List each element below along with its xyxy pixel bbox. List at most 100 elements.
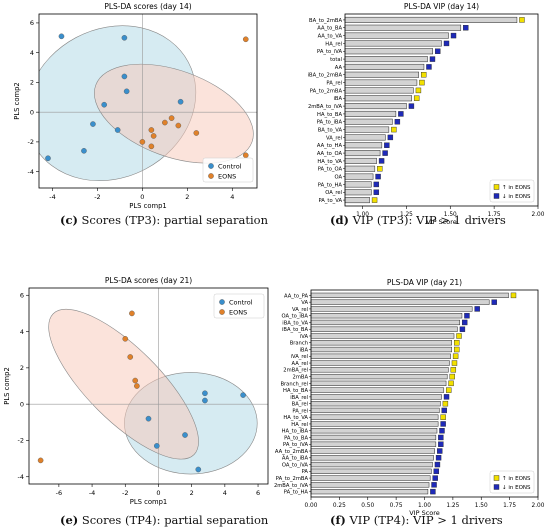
x-tick-label: 4 [223,489,227,497]
vip-marker-down [434,461,441,468]
vip-bar [344,32,449,39]
category-label: AA_to_OA [317,151,343,157]
legend-label-eons: EONS [229,308,247,316]
category-label: HA_to_BA [317,112,342,118]
legend: ↑ in EONS ↓ in EONS [489,470,535,494]
category-label: AA_to_BA [317,26,342,32]
point-eons [148,127,155,133]
point-eons [139,139,146,145]
vip-bar [344,150,381,157]
category-label: Branch_rel [280,381,308,387]
vip-bar [310,468,432,474]
category-label: PA_to_VA [318,198,342,204]
y-axis-label: PLS comp2 [3,367,11,405]
x-tick-label: 2.00 [532,212,545,218]
plot-frame [344,13,539,207]
vip-bar [344,110,397,117]
caption-f: (f) VIP (TP4): VIP > 1 drivers [330,513,503,527]
vip-marker-down [384,142,390,148]
ellipse-eons [48,308,199,460]
category-label: VA_rel [292,307,308,313]
vip-bar [310,333,455,339]
vip-marker-down [435,48,441,54]
vip-marker-down [382,150,388,156]
chart-title: PLS-DA scores (day 14) [104,2,191,11]
legend: Control EONS [202,157,254,183]
vip-marker-down [440,421,446,427]
vip-marker-up [454,346,460,353]
category-label: iVA_rel [291,354,308,360]
category-label: HA_rel [325,41,342,47]
x-tick-label: 0 [156,489,160,497]
vip-marker-down [430,488,436,495]
point-eons [129,310,135,317]
vip-bar [310,373,448,380]
ellipse-eons [94,63,254,164]
vip-marker-down [435,455,442,461]
x-tick-label: 0.75 [390,503,403,509]
vip-marker-down [429,56,436,62]
legend-marker-eons [219,309,225,315]
vip-bar [344,165,376,172]
x-axis-label: VIP Score [409,509,440,517]
vip-bar [310,414,439,420]
caption-c: (c) Scores (TP3): partial separation [60,213,268,227]
point-control [240,392,246,398]
vip-bar [344,173,374,180]
legend-box [489,179,535,203]
legend-marker [493,193,500,199]
vip-marker-down [426,64,432,70]
y-tick-label: 6 [30,19,34,27]
x-tick-label: 0.50 [361,503,374,509]
vip-marker-down [387,134,394,141]
category-label: PA_to_BA [284,435,308,441]
category-label: PA [302,469,309,475]
caption-e-text: Scores (TP4): partial separation [81,513,269,527]
vip-marker-down [373,181,380,188]
vip-marker-down [438,441,444,447]
vip-marker-up [519,17,525,23]
vip-bar [344,157,377,164]
vip-bar [310,367,449,373]
point-control [101,101,107,108]
category-label: iVA [300,334,309,340]
point-eons [193,130,200,136]
chart-title: PLS-DA VIP (day 21) [387,278,462,287]
vip-marker-down [461,319,468,326]
vip-bar [310,421,439,427]
category-label: AA_to_HA [317,143,343,149]
scores-plot-0: -4 -2 0 2 4 -4 -2 0 2 4 6 PLS comp1 PLS comp2 PLS-DA … [13,2,258,210]
y-tick-label: 4 [20,328,24,336]
caption-d-text: VIP (TP3): VIP > 1 drivers [352,213,506,227]
x-tick-label: 6 [256,489,260,497]
y-tick-label: 4 [30,49,34,57]
point-control [114,127,121,133]
vip-bar [344,134,386,141]
point-control [202,390,208,397]
vip-marker-down [464,312,470,319]
point-control [123,88,130,95]
vip-bar [310,448,435,454]
vip-bar [310,482,430,488]
legend-label: ↑ in EONS [502,475,531,482]
x-tick-label: 2 [185,193,189,201]
caption-d: (d) VIP (TP3): VIP > 1 drivers [330,213,506,227]
point-eons [148,143,155,150]
x-tick-label: -2 [122,489,128,497]
point-eons [122,336,129,342]
caption-c-label: (c) [60,213,78,227]
vip-bar [310,441,437,447]
vip-marker-up [371,197,378,203]
vip-bar [344,16,518,23]
category-label: HA_rel [291,422,308,428]
vip-bar [344,142,383,149]
vip-bar [310,340,452,346]
x-tick-label: 1.00 [418,503,431,509]
vip-bar [310,353,451,359]
category-label: VA_rel [326,135,342,141]
x-tick-label: 1.25 [400,212,413,218]
point-control [145,415,152,422]
category-label: HA_to_VA [317,159,342,165]
plot-frame [28,287,269,485]
